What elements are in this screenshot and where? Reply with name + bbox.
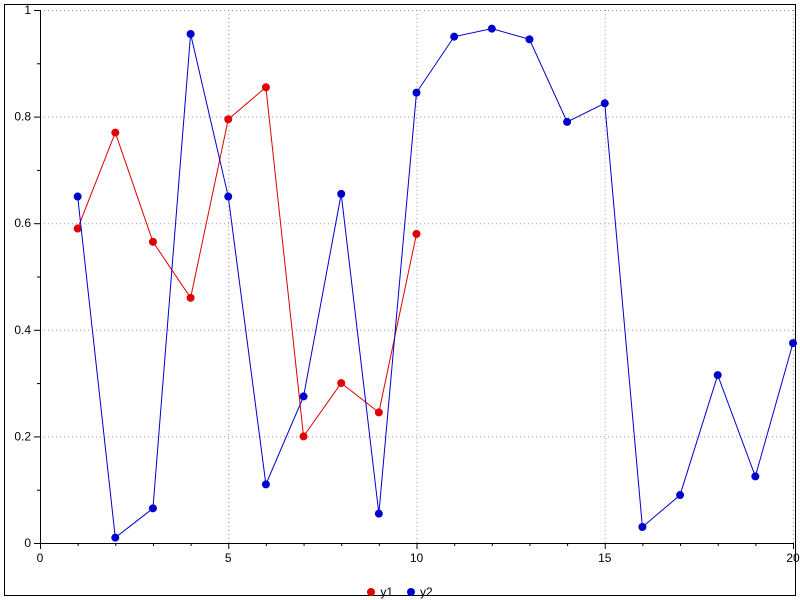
legend: y1 y2: [0, 585, 800, 599]
series-y2-marker: [186, 29, 195, 38]
legend-item-y2: y2: [407, 585, 433, 599]
x-tick-label: 5: [225, 551, 232, 565]
x-tick-label: 15: [598, 551, 612, 565]
y-tick-label: 0.8: [14, 110, 31, 124]
y-tick-label: 1: [24, 3, 31, 17]
series-y2-marker: [337, 189, 346, 198]
series-y1-marker: [261, 83, 270, 92]
x-tick-label: 0: [37, 551, 44, 565]
series-y2-marker: [374, 509, 383, 518]
series-y2-marker: [638, 523, 647, 532]
series-y2-marker: [111, 533, 120, 542]
series-y2-marker: [525, 35, 534, 44]
series-y2-marker: [450, 32, 459, 41]
series-y1-marker: [186, 293, 195, 302]
y-tick-label: 0.6: [14, 216, 31, 230]
y-tick-label: 0.2: [14, 429, 31, 443]
series-y2-marker: [412, 88, 421, 97]
legend-marker-y2-icon: [407, 588, 415, 596]
series-y2-line: [77, 28, 794, 539]
series-y2-marker: [224, 192, 233, 201]
series-y2-marker: [299, 392, 308, 401]
series-y2-marker: [148, 504, 157, 513]
series-y1-marker: [374, 408, 383, 417]
legend-label-y2: y2: [420, 585, 433, 599]
series-y1-marker: [73, 224, 82, 233]
series-y2-marker: [487, 24, 496, 33]
series-y2-marker: [261, 480, 270, 489]
legend-marker-y1-icon: [367, 588, 376, 596]
series-y1-marker: [337, 379, 346, 388]
series-y2-marker: [563, 117, 572, 126]
series-y1-marker: [148, 237, 157, 246]
series-y2-marker: [600, 99, 609, 108]
series-y2-marker: [751, 472, 760, 481]
y-tick-label: 0.4: [14, 323, 31, 337]
series-y1-marker: [111, 128, 120, 137]
series-y2-marker: [789, 339, 797, 348]
series-y1-marker: [224, 115, 233, 124]
y-tick-label: 0: [24, 536, 31, 550]
series-y2-marker: [73, 192, 82, 201]
series-y2-marker: [676, 491, 685, 500]
series-y1-line: [77, 86, 417, 438]
figure-frame: [4, 4, 796, 596]
series-y1-marker: [412, 229, 421, 238]
x-tick-label: 10: [410, 551, 424, 565]
legend-item-y1: y1: [367, 585, 393, 599]
x-tick-label: 20: [786, 551, 800, 565]
legend-label-y1: y1: [380, 585, 393, 599]
series-y2-marker: [713, 371, 722, 380]
series-y1-marker: [299, 432, 308, 441]
